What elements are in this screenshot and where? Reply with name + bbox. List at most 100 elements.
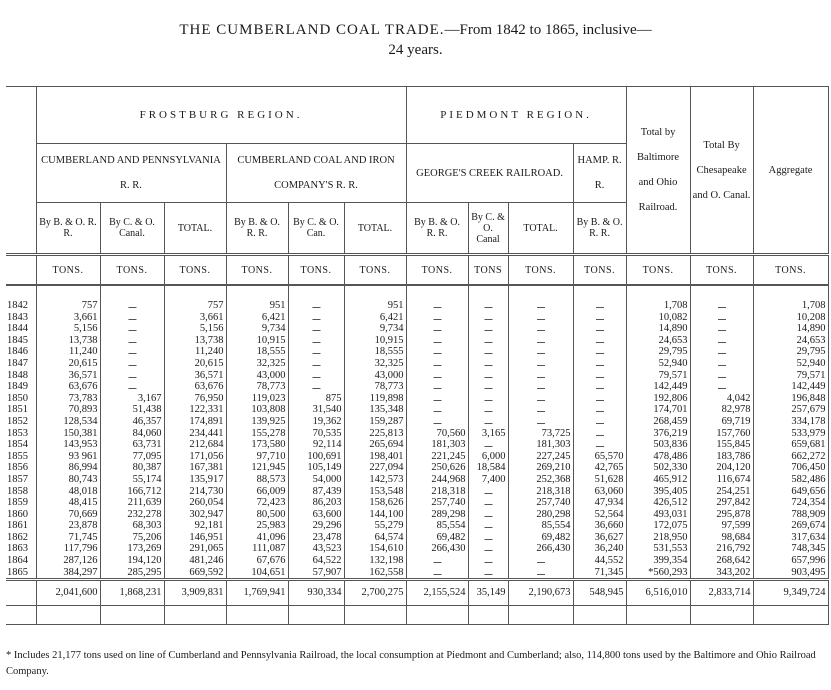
- table-row: 1856 86,994 80,387 167,381 121,945 105,149 227…: [6, 462, 829, 474]
- value-cell: 167,381: [163, 462, 227, 474]
- empty-cell: ........: [405, 381, 469, 393]
- value-cell: 135,348: [343, 404, 407, 416]
- empty-cell: ........: [287, 381, 345, 393]
- value-cell: 142,449: [752, 381, 829, 393]
- value-cell: 295,878: [689, 508, 754, 521]
- value-cell: 63,676: [35, 381, 101, 393]
- value-cell: 116,674: [689, 473, 754, 486]
- spacer-cell: [6, 605, 37, 626]
- value-cell: 70,893: [35, 404, 101, 416]
- empty-cell: ........: [467, 346, 509, 358]
- value-cell: 36,660: [572, 520, 627, 532]
- value-cell: 3,165: [467, 427, 509, 440]
- hamp-header: HAMP. R. R.: [572, 143, 627, 203]
- value-cell: 143,953: [35, 439, 101, 451]
- empty-cell: ........: [405, 404, 469, 416]
- value-cell: 218,950: [625, 531, 691, 544]
- empty-cell: ........: [689, 346, 754, 358]
- spacer-cell: [99, 284, 165, 300]
- table-row: 1842 757........ 757 951........ 951........…: [6, 300, 829, 312]
- value-cell: 212,684: [163, 439, 227, 451]
- year-cell: 1846: [6, 346, 37, 358]
- year-cell: 1850: [6, 392, 37, 405]
- value-cell: 204,120: [689, 462, 754, 474]
- value-cell: 63,676: [163, 381, 227, 393]
- empty-cell: ........: [467, 485, 509, 498]
- table-row: 1861 23,878 68,303 92,181 25,983 29,296 55,279…: [6, 520, 829, 532]
- value-cell: 69,482: [507, 531, 574, 544]
- value-cell: 154,610: [343, 543, 407, 556]
- value-cell: 289,298: [405, 508, 469, 521]
- empty-cell: ........: [507, 357, 574, 370]
- value-cell: 158,626: [343, 497, 407, 509]
- table-row: 1852 128,534 46,357 174,891 139,925 19,362 159…: [6, 415, 829, 428]
- value-cell: 47,934: [572, 497, 627, 509]
- empty-cell: ........: [405, 334, 469, 347]
- value-cell: 72,423: [225, 497, 289, 509]
- value-cell: 317,634: [752, 531, 829, 544]
- empty-cell: ........: [99, 369, 165, 382]
- empty-cell: ........: [287, 300, 345, 312]
- empty-cell: ........: [467, 323, 509, 335]
- empty-cell: ........: [507, 369, 574, 382]
- value-cell: 657,996: [752, 555, 829, 567]
- value-cell: 13,738: [163, 334, 227, 347]
- value-cell: 55,174: [99, 473, 165, 486]
- year-cell: 1860: [6, 508, 37, 521]
- empty-cell: ........: [572, 357, 627, 370]
- total-cell: 2,700,275: [343, 578, 407, 607]
- year-cell: 1849: [6, 381, 37, 393]
- value-cell: 533,979: [752, 427, 829, 440]
- value-cell: 71,345: [572, 566, 627, 580]
- empty-cell: ........: [507, 334, 574, 347]
- value-cell: 173,269: [99, 543, 165, 556]
- total-cell: 2,190,673: [507, 578, 574, 607]
- value-cell: 174,701: [625, 404, 691, 416]
- value-cell: 135,917: [163, 473, 227, 486]
- value-cell: 662,272: [752, 450, 829, 463]
- empty-cell: ........: [467, 392, 509, 405]
- value-cell: 139,925: [225, 415, 289, 428]
- empty-cell: ........: [99, 334, 165, 347]
- col-header: By C. & O. Canal.: [99, 202, 165, 255]
- empty-cell: ........: [467, 439, 509, 451]
- col-header: TOTAL.: [343, 202, 407, 255]
- value-cell: 36,627: [572, 531, 627, 544]
- value-cell: 142,449: [625, 381, 691, 393]
- value-cell: 287,126: [35, 555, 101, 567]
- value-cell: 334,178: [752, 415, 829, 428]
- value-cell: 155,278: [225, 427, 289, 440]
- value-cell: 269,210: [507, 462, 574, 474]
- value-cell: 493,031: [625, 508, 691, 521]
- value-cell: 42,765: [572, 462, 627, 474]
- value-cell: 54,000: [287, 473, 345, 486]
- value-cell: 31,540: [287, 404, 345, 416]
- title-rest: —From 1842 to 1865, inclusive—: [444, 22, 652, 38]
- total-cell: 930,334: [287, 578, 345, 607]
- value-cell: 757: [163, 300, 227, 312]
- value-cell: 198,401: [343, 450, 407, 463]
- value-cell: 724,354: [752, 497, 829, 509]
- tons-unit: TONS.: [225, 253, 289, 286]
- empty-cell: ........: [507, 381, 574, 393]
- spacer-cell: [689, 284, 754, 300]
- tons-unit: TONS.: [35, 253, 101, 286]
- value-cell: 82,978: [689, 404, 754, 416]
- value-cell: 68,303: [99, 520, 165, 532]
- value-cell: 79,571: [752, 369, 829, 382]
- empty-cell: ........: [99, 311, 165, 324]
- spacer-cell: [752, 284, 829, 300]
- value-cell: 104,651: [225, 566, 289, 580]
- empty-cell: ........: [689, 381, 754, 393]
- year-cell: 1845: [6, 334, 37, 347]
- value-cell: 254,251: [689, 485, 754, 498]
- table-row: 1857 80,743 55,174 135,917 88,573 54,000 142,5…: [6, 473, 829, 486]
- value-cell: 7,400: [467, 473, 509, 486]
- value-cell: 788,909: [752, 508, 829, 521]
- value-cell: 265,694: [343, 439, 407, 451]
- value-cell: 951: [343, 300, 407, 312]
- total-cell: 1,769,941: [225, 578, 289, 607]
- value-cell: 5,156: [163, 323, 227, 335]
- year-cell: 1856: [6, 462, 37, 474]
- value-cell: 69,482: [405, 531, 469, 544]
